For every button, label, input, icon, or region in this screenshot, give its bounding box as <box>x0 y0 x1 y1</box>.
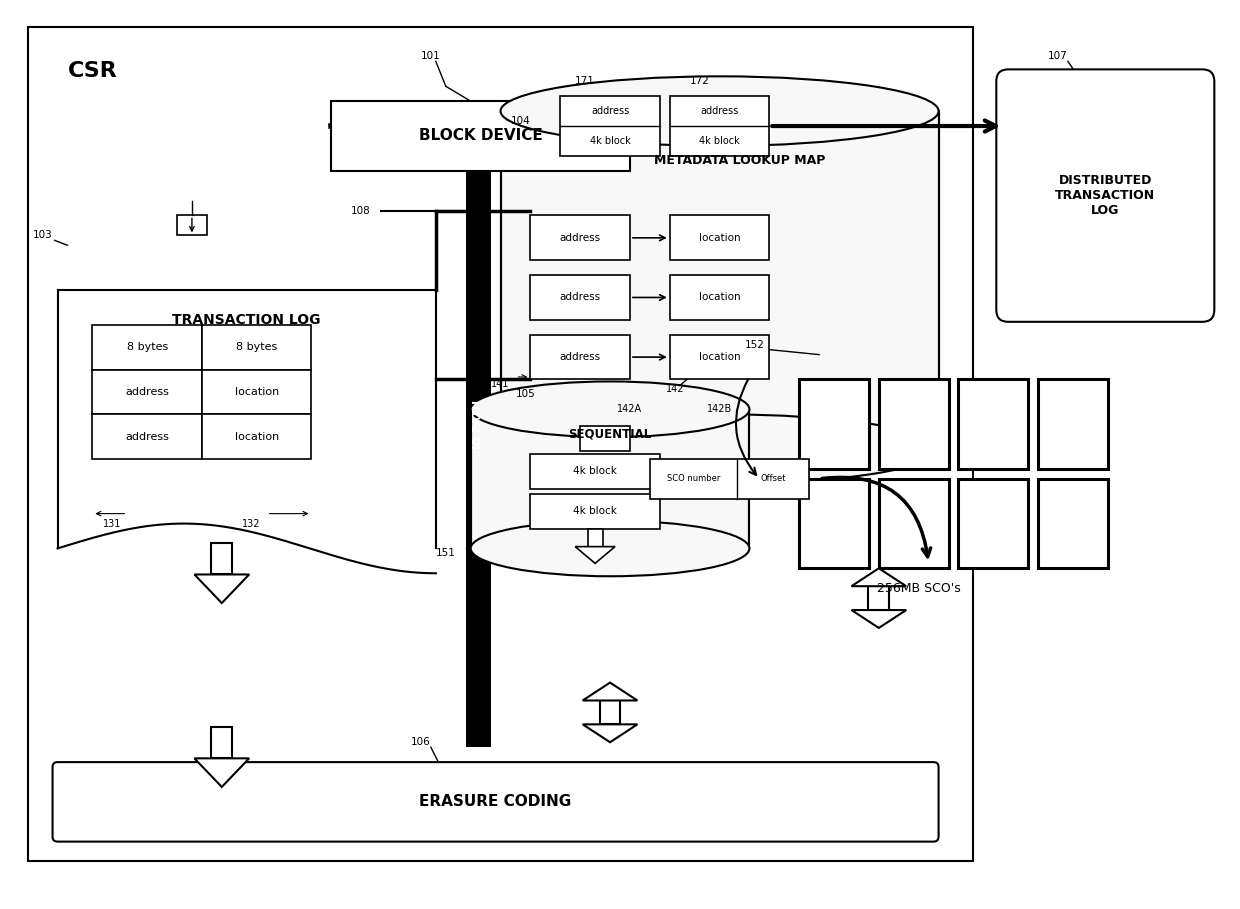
Bar <box>670 335 769 379</box>
Text: address: address <box>701 106 739 116</box>
Bar <box>202 415 311 459</box>
Text: Offset: Offset <box>760 474 786 484</box>
Text: SCO number: SCO number <box>667 474 720 484</box>
Ellipse shape <box>471 521 749 576</box>
Polygon shape <box>195 758 249 787</box>
Text: location: location <box>234 387 279 397</box>
Text: 4k block: 4k block <box>573 466 618 476</box>
Text: 4k block: 4k block <box>573 506 618 516</box>
Text: 171: 171 <box>575 76 595 86</box>
Bar <box>92 415 202 459</box>
Text: 107: 107 <box>1048 52 1068 62</box>
Text: 152: 152 <box>744 340 764 350</box>
Text: ERASURE CODING: ERASURE CODING <box>419 794 572 809</box>
Bar <box>531 494 660 528</box>
FancyBboxPatch shape <box>996 69 1214 322</box>
Bar <box>588 528 603 546</box>
Text: 151: 151 <box>435 548 456 558</box>
Text: address: address <box>125 432 169 442</box>
Bar <box>202 325 311 370</box>
Bar <box>471 409 749 548</box>
Bar <box>959 479 1028 568</box>
Text: SEQUENTIAL: SEQUENTIAL <box>568 427 652 441</box>
Bar <box>92 325 202 370</box>
Bar <box>27 26 973 862</box>
Bar <box>879 379 949 469</box>
Text: CSR: CSR <box>67 61 118 82</box>
Bar <box>501 111 939 449</box>
Ellipse shape <box>501 76 939 146</box>
Bar <box>670 275 769 320</box>
Bar <box>868 586 889 610</box>
Text: 141: 141 <box>491 379 510 389</box>
Text: 8 bytes: 8 bytes <box>126 342 167 352</box>
Bar <box>211 544 232 574</box>
Polygon shape <box>852 568 906 586</box>
Bar <box>211 727 232 758</box>
Bar <box>1038 479 1107 568</box>
Text: 256MB SCO's: 256MB SCO's <box>877 582 961 594</box>
Polygon shape <box>575 546 615 564</box>
Text: 172: 172 <box>689 76 709 86</box>
Text: location: location <box>698 352 740 362</box>
Bar <box>331 101 630 171</box>
Polygon shape <box>583 724 637 743</box>
Text: 105: 105 <box>516 389 536 399</box>
Text: DISTRIBUTED
TRANSACTION
LOG: DISTRIBUTED TRANSACTION LOG <box>1055 175 1156 217</box>
Bar <box>1038 379 1107 469</box>
Ellipse shape <box>471 382 749 437</box>
Text: address: address <box>125 387 169 397</box>
Bar <box>670 96 769 155</box>
Bar <box>531 335 630 379</box>
Bar <box>560 96 660 155</box>
Bar <box>959 379 1028 469</box>
Bar <box>57 290 435 548</box>
Bar <box>466 101 491 747</box>
Text: IO PATH: IO PATH <box>474 400 484 449</box>
Text: 108: 108 <box>351 205 371 215</box>
Ellipse shape <box>501 415 939 484</box>
Text: BLOCK DEVICE: BLOCK DEVICE <box>419 128 543 144</box>
Text: address: address <box>559 352 600 362</box>
Text: address: address <box>559 233 600 243</box>
Text: location: location <box>234 432 279 442</box>
FancyArrowPatch shape <box>737 379 756 474</box>
Text: location: location <box>698 233 740 243</box>
Bar <box>92 370 202 415</box>
Text: 4k block: 4k block <box>699 136 740 146</box>
Bar <box>531 454 660 489</box>
Bar <box>531 215 630 260</box>
Text: METADATA LOOKUP MAP: METADATA LOOKUP MAP <box>653 155 825 167</box>
Bar <box>670 215 769 260</box>
Text: TRANSACTION LOG: TRANSACTION LOG <box>172 313 321 327</box>
Text: address: address <box>591 106 629 116</box>
Text: 106: 106 <box>410 737 430 747</box>
Bar <box>650 459 810 499</box>
Text: address: address <box>559 293 600 303</box>
Text: 131: 131 <box>103 518 122 528</box>
Text: 104: 104 <box>511 116 531 126</box>
Text: 101: 101 <box>420 52 440 62</box>
Text: 8 bytes: 8 bytes <box>236 342 278 352</box>
Bar <box>800 379 869 469</box>
Polygon shape <box>583 683 637 701</box>
FancyBboxPatch shape <box>52 762 939 842</box>
Text: 142B: 142B <box>707 405 732 415</box>
Polygon shape <box>852 610 906 628</box>
Bar <box>600 701 620 724</box>
Bar <box>879 479 949 568</box>
FancyArrowPatch shape <box>822 477 931 556</box>
Bar <box>202 370 311 415</box>
Polygon shape <box>195 574 249 603</box>
Text: 132: 132 <box>242 518 260 528</box>
Bar <box>177 215 207 235</box>
Text: 142A: 142A <box>618 405 642 415</box>
Text: 142: 142 <box>666 385 684 395</box>
Bar <box>580 426 630 451</box>
Text: 4k block: 4k block <box>590 136 630 146</box>
Bar <box>531 275 630 320</box>
Text: 103: 103 <box>32 230 52 240</box>
Bar <box>800 479 869 568</box>
Text: location: location <box>698 293 740 303</box>
